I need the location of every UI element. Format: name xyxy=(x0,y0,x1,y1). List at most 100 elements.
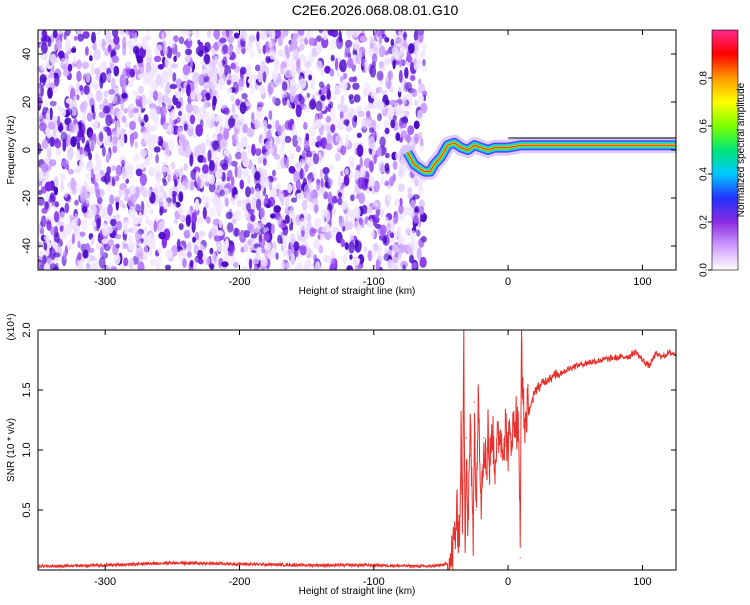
noise-speckle xyxy=(418,199,425,208)
snr-data-point xyxy=(465,437,468,439)
noise-speckle xyxy=(266,124,272,130)
noise-speckle xyxy=(217,243,223,253)
noise-speckle xyxy=(113,107,120,116)
noise-speckle xyxy=(324,180,329,188)
noise-speckle xyxy=(77,240,81,249)
noise-speckle xyxy=(186,83,191,97)
noise-speckle xyxy=(330,54,335,62)
noise-speckle xyxy=(189,259,194,268)
noise-speckle xyxy=(347,57,354,69)
noise-speckle-layer xyxy=(38,30,428,270)
noise-speckle xyxy=(151,187,159,193)
noise-speckle xyxy=(100,176,108,183)
noise-speckle xyxy=(65,164,70,171)
noise-speckle xyxy=(340,79,348,92)
noise-speckle xyxy=(376,146,382,157)
noise-speckle xyxy=(375,100,381,109)
noise-speckle xyxy=(281,123,285,133)
noise-speckle xyxy=(391,262,399,270)
noise-speckle xyxy=(232,81,239,95)
noise-speckle xyxy=(366,110,371,118)
noise-speckle xyxy=(268,181,273,191)
noise-speckle xyxy=(153,220,158,233)
snr-data-point xyxy=(641,359,644,361)
noise-speckle xyxy=(231,103,236,114)
noise-speckle xyxy=(120,128,126,135)
noise-speckle xyxy=(321,227,327,233)
noise-speckle xyxy=(316,182,320,191)
noise-speckle xyxy=(218,219,223,229)
noise-speckle xyxy=(39,122,47,132)
noise-speckle xyxy=(305,229,311,239)
noise-speckle xyxy=(331,195,339,204)
noise-speckle xyxy=(299,168,305,180)
noise-speckle xyxy=(85,262,91,270)
noise-speckle xyxy=(315,60,323,72)
noise-speckle xyxy=(43,100,49,108)
noise-speckle xyxy=(139,186,148,195)
noise-speckle xyxy=(409,230,417,236)
snr-data-point xyxy=(440,564,442,566)
noise-speckle xyxy=(123,257,129,267)
noise-speckle xyxy=(79,161,84,167)
noise-speckle xyxy=(389,99,397,106)
noise-speckle xyxy=(305,150,313,159)
noise-speckle xyxy=(314,217,321,228)
noise-speckle xyxy=(400,130,408,139)
noise-speckle xyxy=(296,58,301,68)
noise-speckle xyxy=(77,33,85,42)
noise-speckle xyxy=(334,57,339,71)
noise-speckle xyxy=(56,39,62,51)
noise-speckle xyxy=(72,95,78,103)
noise-speckle xyxy=(114,196,120,203)
noise-speckle xyxy=(87,160,93,168)
snr-line-area xyxy=(38,330,676,570)
noise-speckle xyxy=(280,144,285,156)
noise-speckle xyxy=(398,70,403,83)
noise-speckle xyxy=(303,105,310,114)
noise-speckle xyxy=(254,82,259,91)
noise-speckle xyxy=(137,73,143,80)
noise-speckle xyxy=(402,264,406,270)
noise-speckle xyxy=(245,186,251,198)
noise-speckle xyxy=(194,198,200,212)
noise-speckle xyxy=(301,199,308,211)
noise-speckle xyxy=(179,134,186,142)
noise-speckle xyxy=(63,69,70,77)
noise-speckle xyxy=(245,202,252,212)
snr-data-point xyxy=(491,425,493,427)
noise-speckle xyxy=(170,108,176,121)
noise-speckle xyxy=(130,194,138,203)
noise-speckle xyxy=(49,82,56,90)
noise-speckle xyxy=(312,239,321,249)
noise-speckle xyxy=(56,221,64,227)
noise-speckle xyxy=(157,91,162,104)
noise-speckle xyxy=(167,167,171,176)
noise-speckle xyxy=(228,153,232,167)
noise-speckle xyxy=(38,196,45,206)
noise-speckle xyxy=(159,194,164,203)
snr-data-point xyxy=(467,527,469,529)
snr-data-point xyxy=(460,425,462,427)
noise-speckle xyxy=(406,133,411,144)
noise-speckle xyxy=(99,75,104,89)
bottom-x-tick-label: -100 xyxy=(363,576,385,588)
noise-speckle xyxy=(411,88,418,98)
noise-speckle xyxy=(170,161,176,170)
noise-speckle xyxy=(351,30,360,38)
noise-speckle xyxy=(63,32,67,40)
noise-speckle xyxy=(240,66,247,75)
noise-speckle xyxy=(338,215,345,228)
noise-speckle xyxy=(65,108,73,116)
noise-speckle xyxy=(120,100,124,111)
noise-speckle xyxy=(128,129,133,135)
noise-speckle xyxy=(366,207,372,213)
noise-speckle xyxy=(413,30,419,42)
noise-speckle xyxy=(272,96,277,104)
noise-speckle xyxy=(309,184,314,191)
colorbar-tick-label: 0.4 xyxy=(699,167,710,181)
noise-speckle xyxy=(274,57,280,70)
noise-speckle xyxy=(184,55,191,63)
noise-speckle xyxy=(44,181,53,192)
noise-speckle xyxy=(192,104,198,115)
